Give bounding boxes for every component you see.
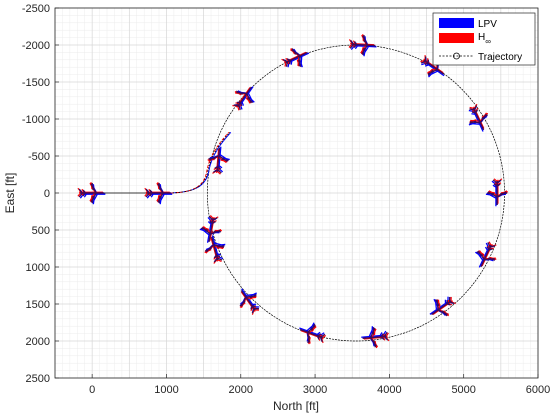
aircraft-glyph — [420, 55, 445, 78]
aircraft-glyph — [485, 178, 509, 207]
aircraft-body — [200, 216, 221, 242]
aircraft-body — [476, 242, 496, 268]
aircraft-body — [349, 34, 376, 56]
y-tick-label: -1000 — [22, 114, 50, 126]
y-tick-label: 500 — [32, 225, 50, 237]
aircraft-body — [145, 182, 172, 204]
x-tick-label: 2000 — [229, 384, 253, 396]
aircraft-layer — [77, 34, 509, 349]
aircraft-body — [204, 236, 225, 263]
aircraft-body — [239, 290, 259, 314]
y-tick-label: -2000 — [22, 40, 50, 52]
aircraft-body — [282, 48, 308, 67]
aircraft-glyph — [281, 47, 310, 68]
y-axis-title: East [ft] — [3, 173, 17, 214]
x-tick-label: 6000 — [526, 384, 550, 396]
legend-label-hinf: H∞ — [478, 32, 491, 46]
aircraft-body — [299, 323, 326, 344]
aircraft-glyph — [299, 322, 327, 345]
transition-curve — [166, 132, 231, 194]
x-axis-ticks: 0 1000 2000 3000 4000 5000 6000 — [89, 374, 550, 396]
aircraft-glyph — [429, 296, 456, 317]
x-axis-title: North [ft] — [273, 399, 319, 413]
legend-label-trajectory: Trajectory — [478, 52, 522, 63]
legend-marker-trajectory — [453, 52, 460, 60]
y-tick-label: -2500 — [22, 3, 50, 15]
x-tick-label: 3000 — [303, 384, 327, 396]
y-tick-label: 2500 — [26, 373, 50, 385]
y-tick-label: 0 — [44, 188, 50, 200]
legend-swatch-hinf — [439, 33, 474, 43]
aircraft-glyph — [474, 241, 497, 268]
aircraft-body — [487, 179, 508, 205]
aircraft-glyph — [207, 146, 230, 175]
aircraft-glyph — [77, 182, 106, 205]
y-axis-ticks: -2500 -2000 -1500 -1000 -500 0 500 1000 1500 2000… — [22, 3, 59, 385]
aircraft-body — [431, 296, 455, 317]
aircraft-body — [362, 327, 389, 348]
aircraft-body — [208, 147, 229, 174]
y-tick-label: 1000 — [26, 262, 50, 274]
aircraft-glyph — [239, 288, 260, 315]
y-tick-label: -500 — [28, 151, 50, 163]
y-tick-label: 2000 — [26, 336, 50, 348]
legend-label-hinf-sub: ∞ — [485, 37, 491, 46]
aircraft-glyph — [232, 86, 255, 111]
aircraft-glyph — [199, 215, 222, 243]
aircraft-glyph — [468, 103, 489, 132]
x-tick-label: 0 — [89, 384, 95, 396]
aircraft-glyph — [361, 326, 390, 349]
legend-label-lpv: LPV — [478, 19, 497, 30]
y-tick-label: -1500 — [22, 77, 50, 89]
x-tick-label: 4000 — [377, 384, 401, 396]
aircraft-body — [233, 86, 254, 110]
x-tick-label: 1000 — [154, 384, 178, 396]
legend-label-hinf-main: H — [478, 32, 485, 43]
aircraft-body — [78, 182, 105, 204]
aircraft-glyph — [204, 235, 226, 264]
y-tick-label: 1500 — [26, 299, 50, 311]
aircraft-glyph — [348, 34, 377, 57]
aircraft-glyph — [144, 182, 173, 205]
legend: LPV H∞ Trajectory — [432, 12, 536, 66]
aircraft-body — [469, 105, 488, 131]
legend-swatch-lpv — [439, 18, 474, 28]
x-tick-label: 5000 — [451, 384, 475, 396]
